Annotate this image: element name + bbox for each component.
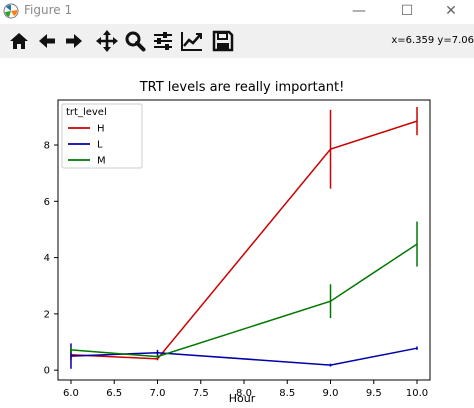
back-button[interactable] <box>34 28 60 54</box>
forward-button[interactable] <box>61 28 87 54</box>
series-line-L <box>70 347 418 366</box>
pan-button[interactable] <box>94 28 120 54</box>
legend-label-H: H <box>97 124 105 135</box>
x-tick-label: 8.5 <box>279 388 295 399</box>
cursor-coordinates: x=6.359 y=7.06 <box>391 35 474 46</box>
legend-label-L: L <box>97 140 103 151</box>
window-title: Figure 1 <box>24 3 73 17</box>
minimize-button[interactable]: — <box>352 3 366 19</box>
x-axis-label: Hour <box>229 392 256 404</box>
arrow-right-icon <box>66 34 82 48</box>
x-tick-label: 7.0 <box>150 388 166 399</box>
save-button[interactable] <box>210 28 236 54</box>
home-icon <box>10 33 28 49</box>
legend-label-M: M <box>97 156 106 167</box>
x-tick-label: 6.5 <box>106 388 122 399</box>
x-tick-label: 9.0 <box>323 388 339 399</box>
line-chart-icon <box>181 32 202 51</box>
edit-axes-button[interactable] <box>179 28 205 54</box>
move-icon <box>96 30 118 52</box>
series-line-M <box>70 243 418 358</box>
y-tick-label: 2 <box>44 309 50 320</box>
home-button[interactable] <box>6 28 32 54</box>
figure-canvas[interactable]: TRT levels are really important! 6.0 6.5 7… <box>0 58 474 405</box>
zoom-button[interactable] <box>122 28 148 54</box>
y-tick-label: 0 <box>44 366 50 377</box>
x-tick-label: 10.0 <box>406 388 428 399</box>
x-tick-label: 8.0 <box>236 388 252 399</box>
x-tick-label: 9.5 <box>366 388 382 399</box>
series-line-H <box>70 120 418 360</box>
zoom-icon <box>125 31 146 52</box>
window-titlebar: Figure 1 — ☐ ✕ <box>0 0 474 22</box>
axes-frame <box>57 99 431 381</box>
legend-box <box>61 103 143 169</box>
x-tick-label: 7.5 <box>193 388 209 399</box>
legend-title: trt_level <box>66 107 107 118</box>
chart-title: TRT levels are really important! <box>139 80 345 95</box>
maximize-button[interactable]: ☐ <box>400 3 414 19</box>
y-tick-label: 6 <box>44 197 50 208</box>
chart[interactable]: TRT levels are really important! 6.0 6.5 7… <box>0 58 474 405</box>
app-icon <box>3 3 19 19</box>
y-tick-label: 8 <box>44 141 50 152</box>
sliders-icon <box>154 32 172 50</box>
navigation-toolbar <box>0 24 474 58</box>
y-tick-label: 4 <box>44 253 50 264</box>
legend: trt_level HLM <box>61 103 143 169</box>
arrow-left-icon <box>39 34 55 48</box>
configure-subplots-button[interactable] <box>150 28 176 54</box>
x-tick-label: 6.0 <box>63 388 79 399</box>
save-icon <box>212 30 234 52</box>
close-button[interactable]: ✕ <box>445 3 457 19</box>
